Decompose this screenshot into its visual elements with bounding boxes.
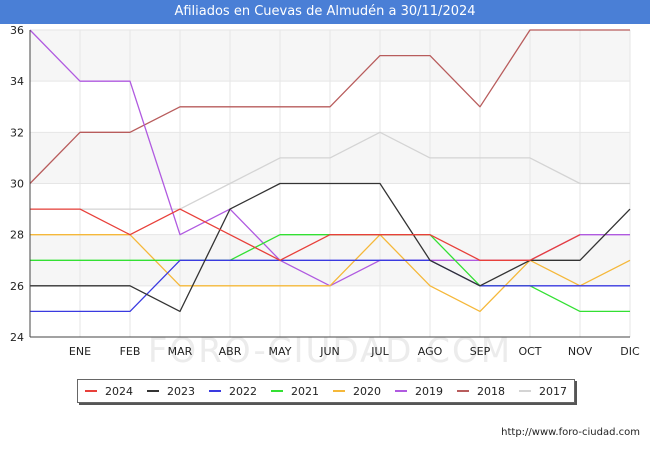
x-tick-label-abr: ABR xyxy=(219,345,242,358)
legend-item-2024: 2024 xyxy=(85,385,133,398)
x-tick-label-feb: FEB xyxy=(120,345,141,358)
y-tick-label-32: 32 xyxy=(10,126,24,139)
y-tick-label-30: 30 xyxy=(10,178,24,191)
legend-label-2023: 2023 xyxy=(167,384,195,398)
chart-title: Afiliados en Cuevas de Almudén a 30/11/2… xyxy=(0,0,650,24)
legend-label-2024: 2024 xyxy=(105,384,133,398)
axes xyxy=(29,30,630,338)
legend-swatch-2017 xyxy=(519,390,531,392)
source-credit: http://www.foro-ciudad.com xyxy=(501,427,640,438)
legend-swatch-2018 xyxy=(457,390,469,392)
x-tick-label-dic: DIC xyxy=(620,345,640,358)
legend-label-2018: 2018 xyxy=(477,384,505,398)
legend-item-2017: 2017 xyxy=(519,385,567,398)
y-tick-label-24: 24 xyxy=(10,331,24,344)
legend-swatch-2021 xyxy=(271,390,283,392)
legend-item-2023: 2023 xyxy=(147,385,195,398)
x-tick-label-mar: MAR xyxy=(168,345,193,358)
series-line-2022 xyxy=(30,259,630,313)
y-tick-label-36: 36 xyxy=(10,24,24,37)
x-tick-labels: ENE FEB MAR ABR MAY JUN JUL AGO SEP OCT NOV DIC xyxy=(69,345,640,358)
series-line-2018 xyxy=(29,29,630,184)
legend-label-2021: 2021 xyxy=(291,384,319,398)
series-line-2017 xyxy=(30,131,630,210)
legend-swatch-2023 xyxy=(147,390,159,392)
series-line-2024 xyxy=(30,208,581,261)
x-tick-label-jun: JUN xyxy=(319,345,340,358)
legend-label-2017: 2017 xyxy=(539,384,567,398)
legend-item-2022: 2022 xyxy=(209,385,257,398)
y-tick-label-28: 28 xyxy=(10,229,24,242)
legend-item-2019: 2019 xyxy=(395,385,443,398)
x-tick-label-nov: NOV xyxy=(568,345,593,358)
x-tick-label-ene: ENE xyxy=(69,345,91,358)
y-tick-label-26: 26 xyxy=(10,280,24,293)
x-tick-label-jul: JUL xyxy=(370,345,389,358)
series-lines xyxy=(29,29,631,313)
x-tick-label-oct: OCT xyxy=(518,345,541,358)
legend-label-2022: 2022 xyxy=(229,384,257,398)
legend-swatch-2024 xyxy=(85,390,97,392)
y-tick-labels: 24 26 28 30 32 34 36 xyxy=(10,24,24,344)
legend-item-2018: 2018 xyxy=(457,385,505,398)
x-tick-label-may: MAY xyxy=(269,345,292,358)
legend-swatch-2022 xyxy=(209,390,221,392)
legend: 2024 2023 2022 2021 2020 2019 2018 2017 xyxy=(77,379,575,403)
legend-swatch-2019 xyxy=(395,390,407,392)
x-tick-label-ago: AGO xyxy=(418,345,443,358)
y-tick-label-34: 34 xyxy=(10,75,24,88)
x-tick-label-sep: SEP xyxy=(470,345,491,358)
legend-item-2021: 2021 xyxy=(271,385,319,398)
legend-swatch-2020 xyxy=(333,390,345,392)
legend-label-2019: 2019 xyxy=(415,384,443,398)
legend-label-2020: 2020 xyxy=(353,384,381,398)
legend-item-2020: 2020 xyxy=(333,385,381,398)
watermark: FORO-CIUDAD.COM xyxy=(148,331,512,371)
